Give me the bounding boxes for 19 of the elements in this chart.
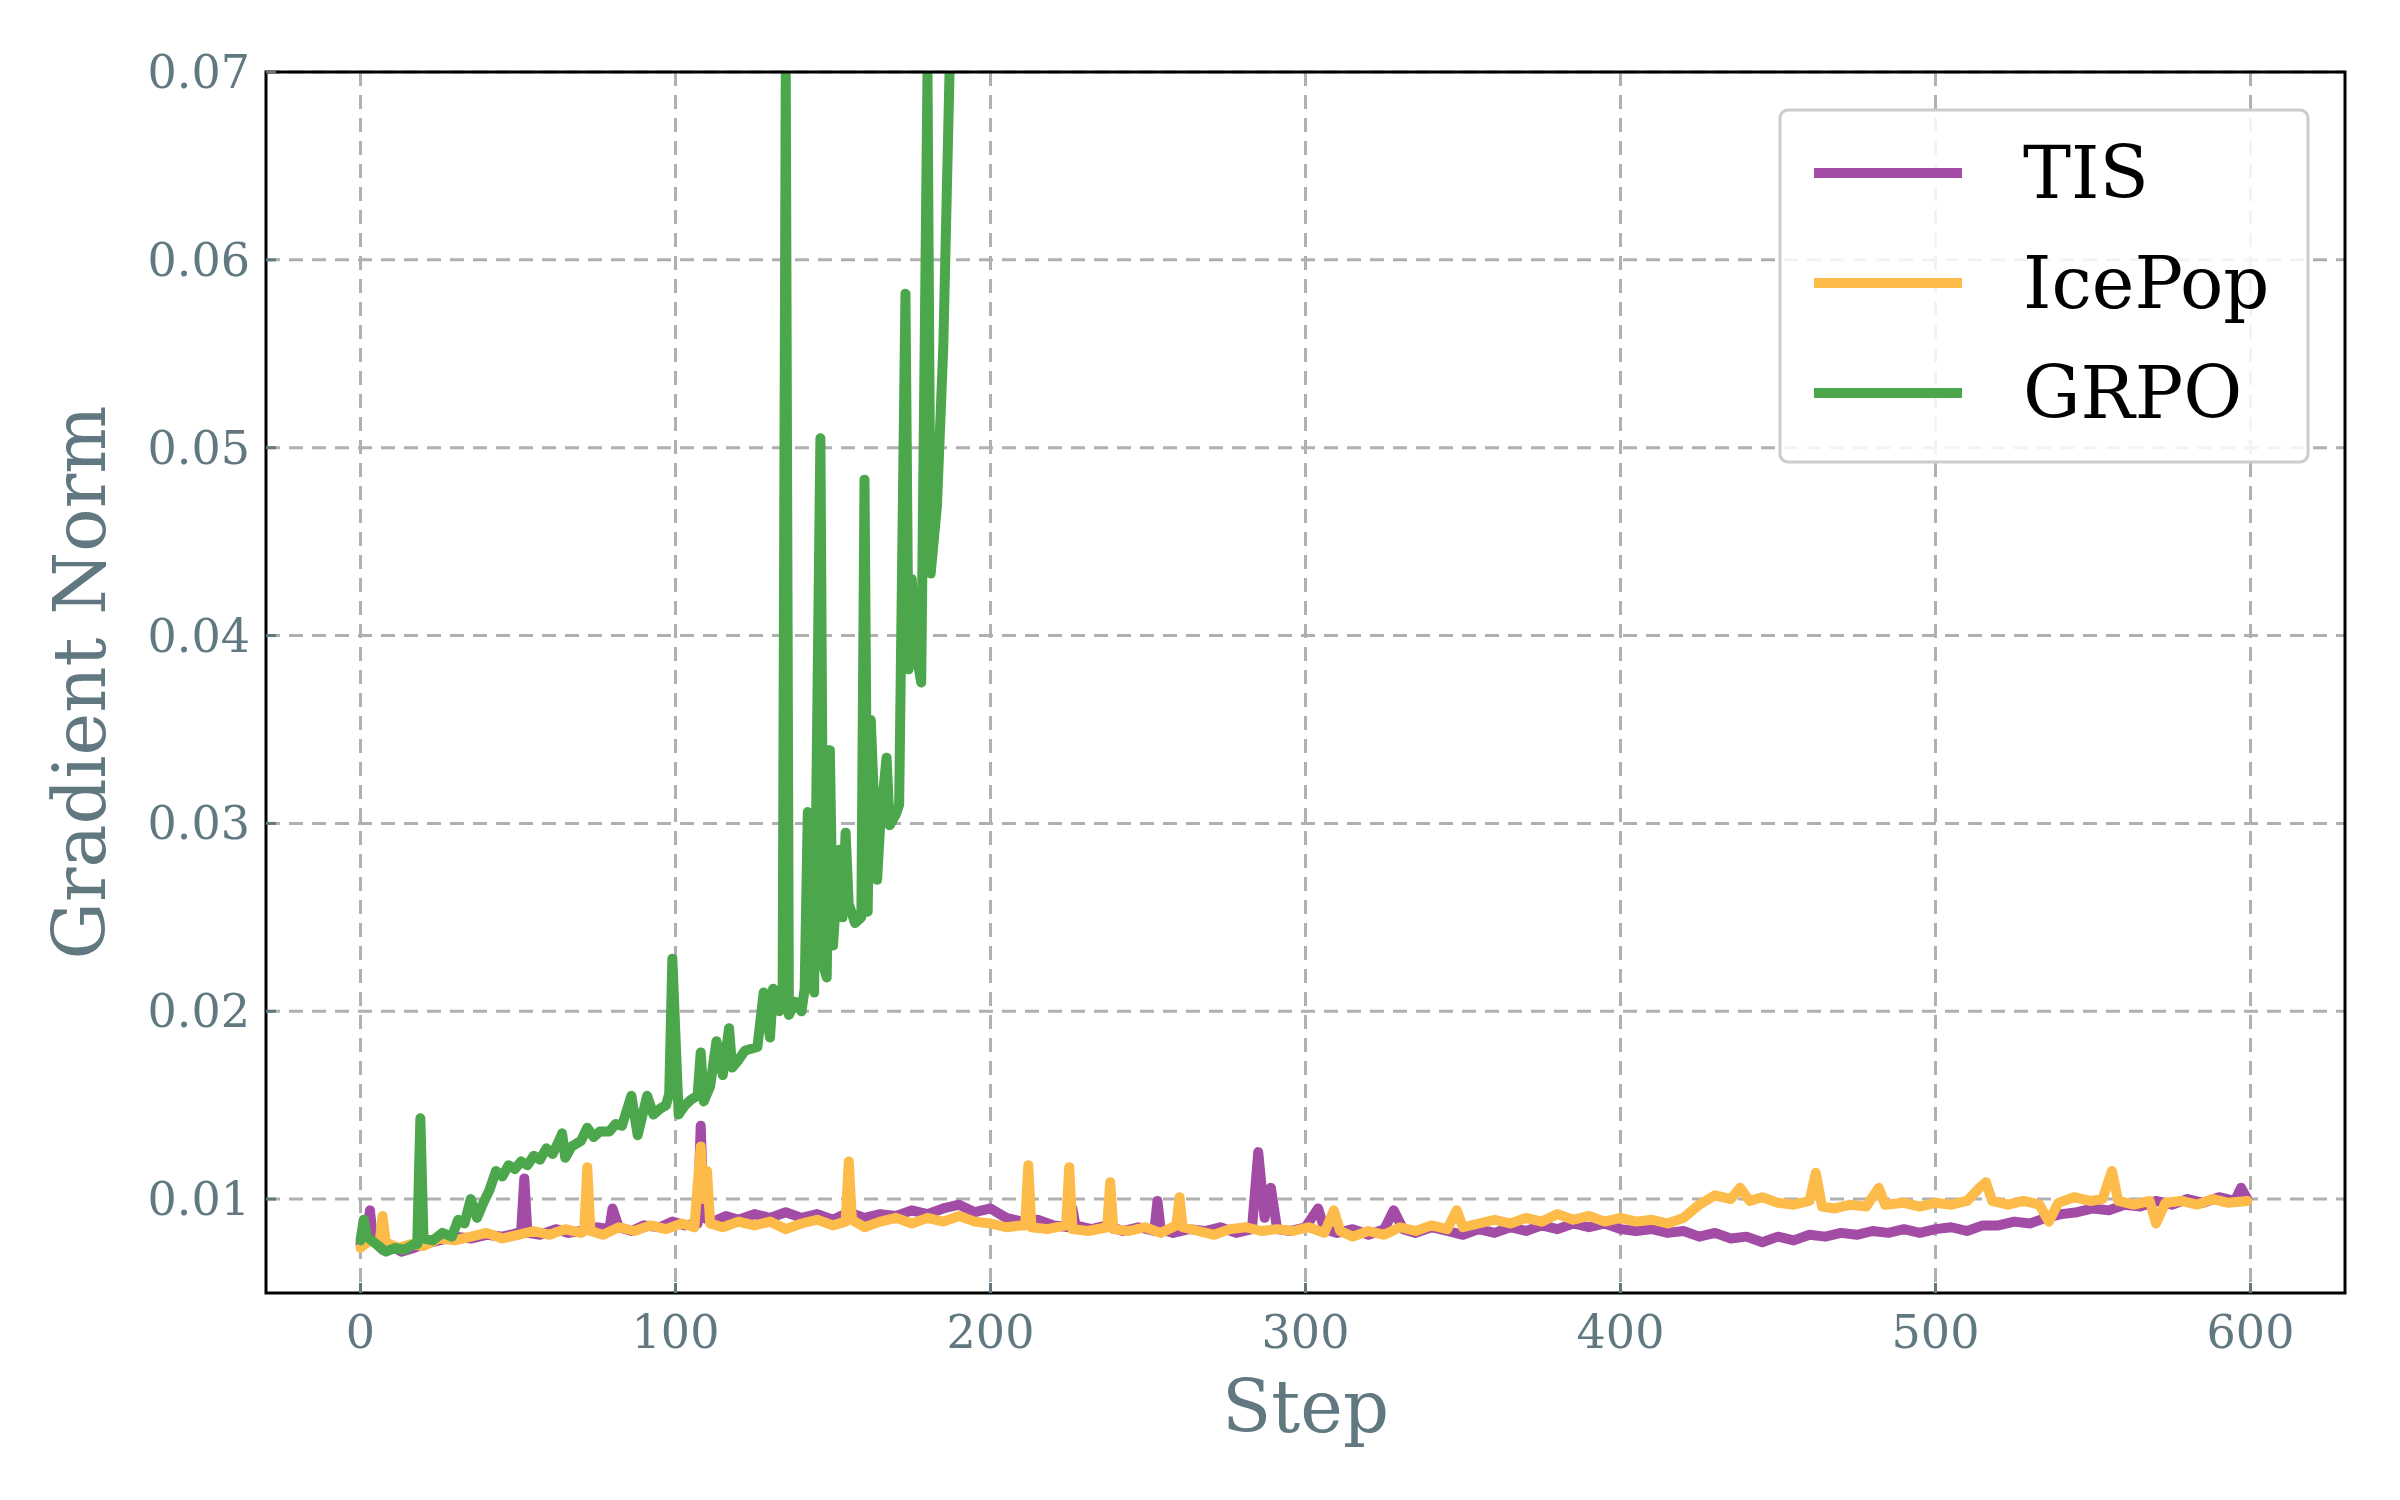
y-tick-label: 0.05 xyxy=(147,420,250,475)
y-tick-label: 0.06 xyxy=(147,232,250,287)
y-axis-title: Gradient Norm xyxy=(38,405,122,960)
x-tick-label: 0 xyxy=(345,1305,376,1359)
x-tick-label: 400 xyxy=(1576,1305,1665,1359)
legend-label: GRPO xyxy=(2023,351,2243,436)
x-tick-label: 500 xyxy=(1891,1305,1980,1359)
y-tick-label: 0.01 xyxy=(147,1172,250,1227)
legend-label: TIS xyxy=(2023,131,2149,216)
y-tick-label: 0.07 xyxy=(147,45,250,100)
legend-label: IcePop xyxy=(2023,241,2270,326)
y-tick-label: 0.03 xyxy=(147,796,250,851)
x-tick-label: 600 xyxy=(2206,1305,2295,1359)
x-tick-label: 200 xyxy=(946,1305,1035,1359)
y-tick-label: 0.02 xyxy=(147,984,250,1039)
x-tick-label: 300 xyxy=(1261,1305,1350,1359)
x-axis-title: Step xyxy=(1222,1365,1389,1449)
x-tick-label: 100 xyxy=(631,1305,720,1359)
y-tick-label: 0.04 xyxy=(147,608,250,663)
